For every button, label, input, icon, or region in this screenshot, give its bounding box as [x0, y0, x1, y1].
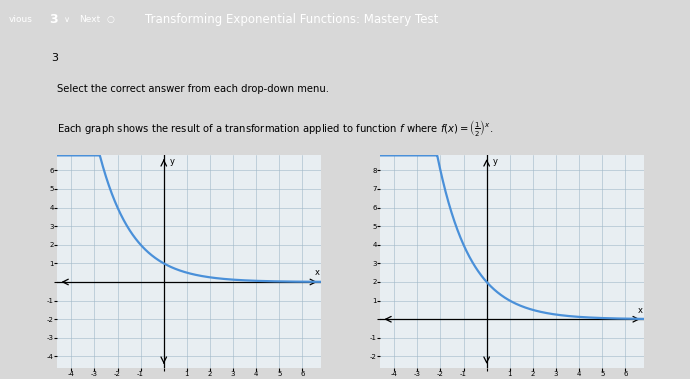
- Text: 3: 3: [50, 13, 58, 27]
- Text: vious: vious: [8, 16, 32, 24]
- Text: Graph X: Graph X: [489, 357, 535, 367]
- Text: y: y: [493, 157, 497, 166]
- Text: Each graph shows the result of a transformation applied to function $f$ where $f: Each graph shows the result of a transfo…: [57, 118, 493, 138]
- Text: x: x: [638, 305, 643, 315]
- Text: x: x: [315, 268, 320, 277]
- Text: y: y: [170, 157, 175, 166]
- Text: Next: Next: [79, 16, 101, 24]
- Text: Select the correct answer from each drop-down menu.: Select the correct answer from each drop…: [57, 84, 329, 94]
- Text: ○: ○: [107, 16, 115, 24]
- Text: Graph W: Graph W: [164, 357, 215, 367]
- Text: Transforming Exponential Functions: Mastery Test: Transforming Exponential Functions: Mast…: [145, 13, 438, 27]
- Text: ∨: ∨: [63, 16, 70, 24]
- Text: 3: 3: [51, 53, 58, 63]
